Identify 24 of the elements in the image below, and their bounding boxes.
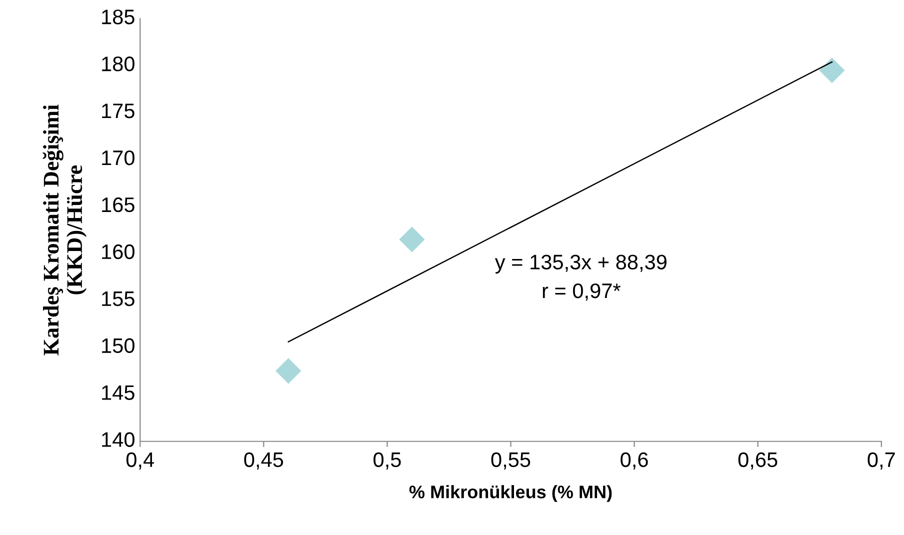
x-tick-label: 0,55	[491, 452, 530, 470]
x-tick-label: 0,4	[126, 452, 154, 470]
x-tick-label: 0,6	[620, 452, 648, 470]
x-tick-label: 0,65	[738, 452, 778, 470]
y-tick-label: 180	[102, 56, 134, 72]
annotation: y = 135,3x + 88,39	[494, 254, 666, 274]
x-tick-label: 0,45	[244, 452, 284, 470]
y-tick-label: 175	[102, 104, 134, 118]
annotation: r = 0,97*	[542, 283, 621, 301]
y-tick-label: 185	[102, 10, 134, 24]
y-tick-label: 150	[102, 338, 134, 354]
x-tick-label: 0,5	[374, 452, 401, 470]
x-tick-label: 0,7	[868, 452, 895, 470]
y-tick-label: 170	[102, 150, 134, 166]
x-axis-title: % Mikronükleus (% MN)	[409, 485, 612, 502]
y-tick-label: 155	[102, 292, 134, 306]
point	[819, 58, 845, 84]
point	[276, 358, 302, 384]
y-tick-label: 160	[102, 244, 134, 260]
y-tick-label: 140	[102, 432, 134, 447]
point	[399, 226, 425, 252]
y-tick-label: 165	[102, 197, 134, 212]
y-axis-title: Kardeş Kromatit Değişimi (KKD)/Hücre	[42, 104, 87, 356]
y-tick-label: 145	[102, 385, 134, 400]
